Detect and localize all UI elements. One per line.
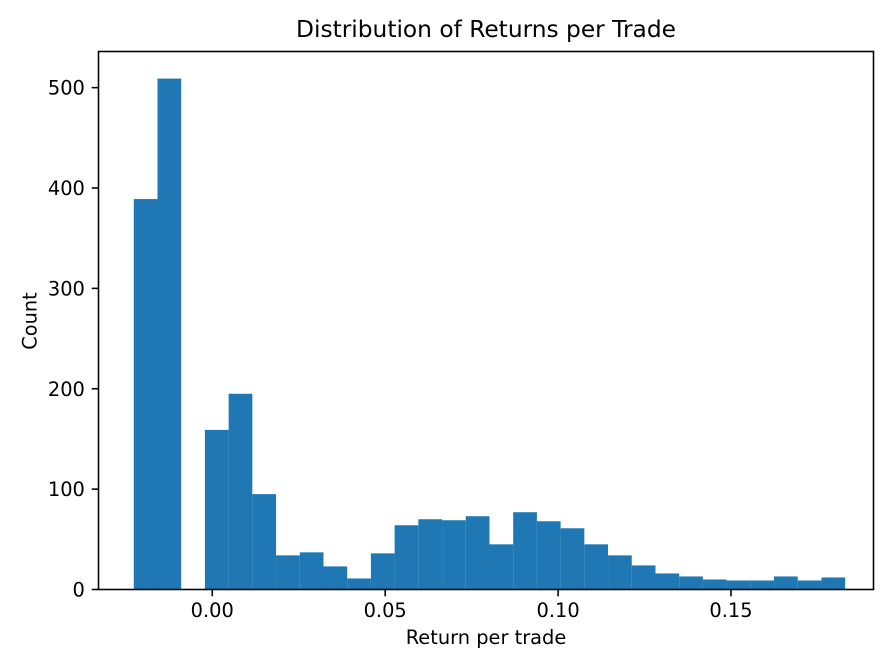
histogram-bar	[655, 573, 680, 590]
histogram-bar	[797, 580, 822, 590]
y-tick-label: 200	[48, 378, 85, 401]
histogram-bar	[560, 528, 585, 590]
histogram-bar	[489, 544, 514, 590]
histogram-bar	[323, 566, 348, 590]
histogram-bar	[821, 577, 846, 590]
y-tick-label: 100	[48, 478, 85, 501]
histogram-bar	[702, 579, 727, 590]
histogram-bar	[204, 429, 229, 590]
y-tick-label: 0	[73, 579, 85, 602]
histogram-bar	[394, 525, 419, 590]
histogram-bar	[370, 553, 395, 590]
histogram-bar	[584, 544, 609, 590]
histogram-bar	[631, 565, 656, 590]
histogram-bar	[157, 78, 182, 590]
histogram-bar	[133, 199, 158, 590]
histogram-bar	[679, 576, 703, 590]
histogram-bar	[442, 520, 466, 590]
x-axis-label: Return per trade	[405, 626, 567, 649]
histogram-bar	[774, 576, 798, 590]
histogram-bar	[418, 519, 443, 590]
y-tick-label: 400	[48, 177, 85, 200]
histogram-bar	[536, 521, 561, 590]
histogram-bar	[228, 393, 253, 590]
x-tick-label: 0.10	[537, 599, 580, 622]
histogram-bar	[299, 552, 324, 590]
x-tick-label: 0.15	[709, 599, 752, 622]
plot-frame	[97, 50, 875, 591]
histogram-bar	[252, 494, 277, 590]
histogram-bar	[276, 555, 300, 590]
histogram-bar	[726, 580, 751, 590]
histogram-bar	[608, 555, 632, 590]
y-tick-label: 500	[48, 77, 85, 100]
histogram-bar	[513, 512, 537, 590]
histogram-bar	[750, 580, 775, 590]
histogram-bar	[347, 578, 371, 590]
chart-title: Distribution of Returns per Trade	[296, 16, 676, 43]
y-tick-label: 300	[48, 277, 85, 300]
x-tick-label: 0.00	[191, 599, 234, 622]
x-tick-label: 0.05	[364, 599, 407, 622]
histogram-bar	[465, 516, 490, 590]
